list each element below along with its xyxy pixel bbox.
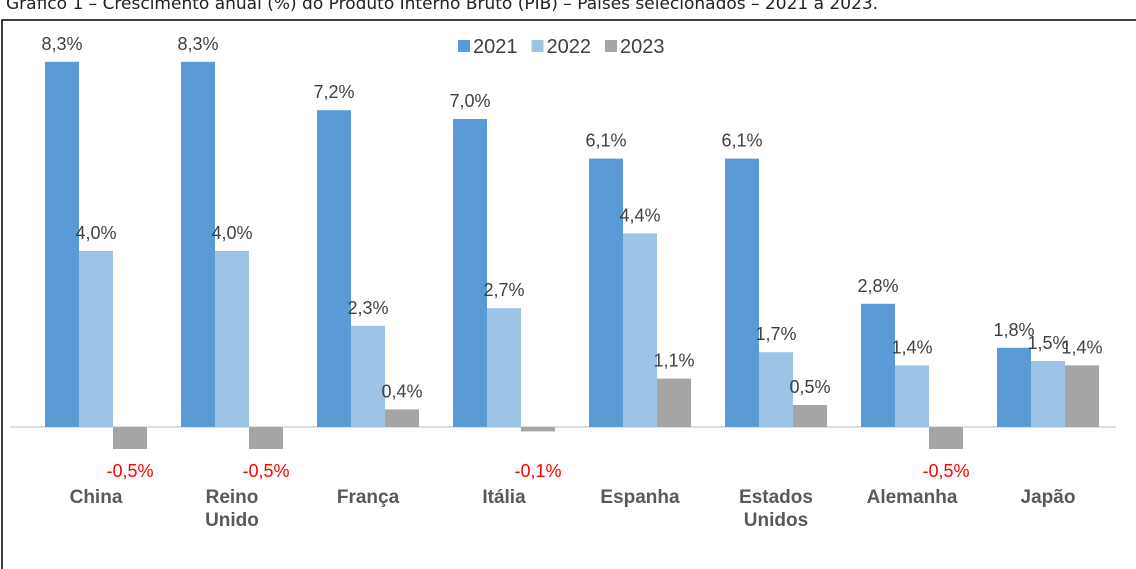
value-label: 1,1% <box>653 351 694 371</box>
legend-swatch <box>531 40 544 52</box>
legend-swatch <box>605 40 617 52</box>
legend-label: 2023 <box>620 36 665 58</box>
bar <box>725 158 759 427</box>
bar <box>351 325 385 427</box>
bar <box>79 251 113 427</box>
value-label: 0,5% <box>789 377 830 397</box>
bar <box>589 158 623 427</box>
value-label: 1,5% <box>1027 333 1068 353</box>
value-label: 0,4% <box>381 381 422 401</box>
value-label: 6,1% <box>721 131 762 151</box>
legend-swatch <box>458 40 470 52</box>
value-label: 2,8% <box>857 276 898 296</box>
value-label: 4,4% <box>619 205 660 225</box>
legend-label: 2021 <box>473 36 518 58</box>
value-label: 4,0% <box>75 223 116 243</box>
bar <box>45 61 79 428</box>
legend-label: 2022 <box>547 36 592 58</box>
chart-title: Gráfico 1 – Crescimento anual (%) do Pro… <box>6 0 879 14</box>
bar <box>929 427 963 449</box>
bar <box>759 352 793 427</box>
value-label: 7,0% <box>449 91 490 111</box>
bar <box>385 409 419 427</box>
bar <box>487 308 521 427</box>
bar <box>181 61 215 428</box>
x-tick-label: Estados Unidos <box>739 487 813 531</box>
x-tick-label: França <box>336 487 400 508</box>
value-label: 8,3% <box>41 34 82 54</box>
value-label: -0,1% <box>514 461 561 481</box>
value-label: 1,4% <box>891 337 932 357</box>
bar <box>215 251 249 427</box>
x-tick-label: Alemanha <box>866 487 958 508</box>
value-label: -0,5% <box>242 461 289 481</box>
value-label: 1,8% <box>993 320 1034 340</box>
value-label: 1,4% <box>1061 337 1102 357</box>
bar <box>861 303 895 427</box>
value-label: 4,0% <box>211 223 252 243</box>
x-tick-label: Reino Unido <box>205 487 259 531</box>
value-label: 6,1% <box>585 131 626 151</box>
bar <box>895 365 929 427</box>
x-tick-label: Japão <box>1020 487 1076 508</box>
value-label: -0,5% <box>106 461 153 481</box>
value-label: 8,3% <box>177 34 218 54</box>
value-label: 2,7% <box>483 280 524 300</box>
bar <box>1065 365 1099 427</box>
bar <box>317 110 351 427</box>
bar <box>657 378 691 427</box>
value-label: -0,5% <box>922 461 969 481</box>
bar <box>623 233 657 427</box>
x-tick-label: Espanha <box>600 487 680 508</box>
value-label: 2,3% <box>347 298 388 318</box>
x-tick-label: China <box>69 487 123 508</box>
bar <box>1031 361 1065 427</box>
chart-frame <box>1 19 1136 569</box>
bar <box>249 427 283 449</box>
x-tick-label: Itália <box>482 487 526 508</box>
value-label: 1,7% <box>755 324 796 344</box>
bar <box>453 119 487 427</box>
bar <box>793 405 827 427</box>
bar <box>113 427 147 449</box>
bar <box>521 427 555 432</box>
value-label: 7,2% <box>313 82 354 102</box>
bar <box>997 347 1031 427</box>
